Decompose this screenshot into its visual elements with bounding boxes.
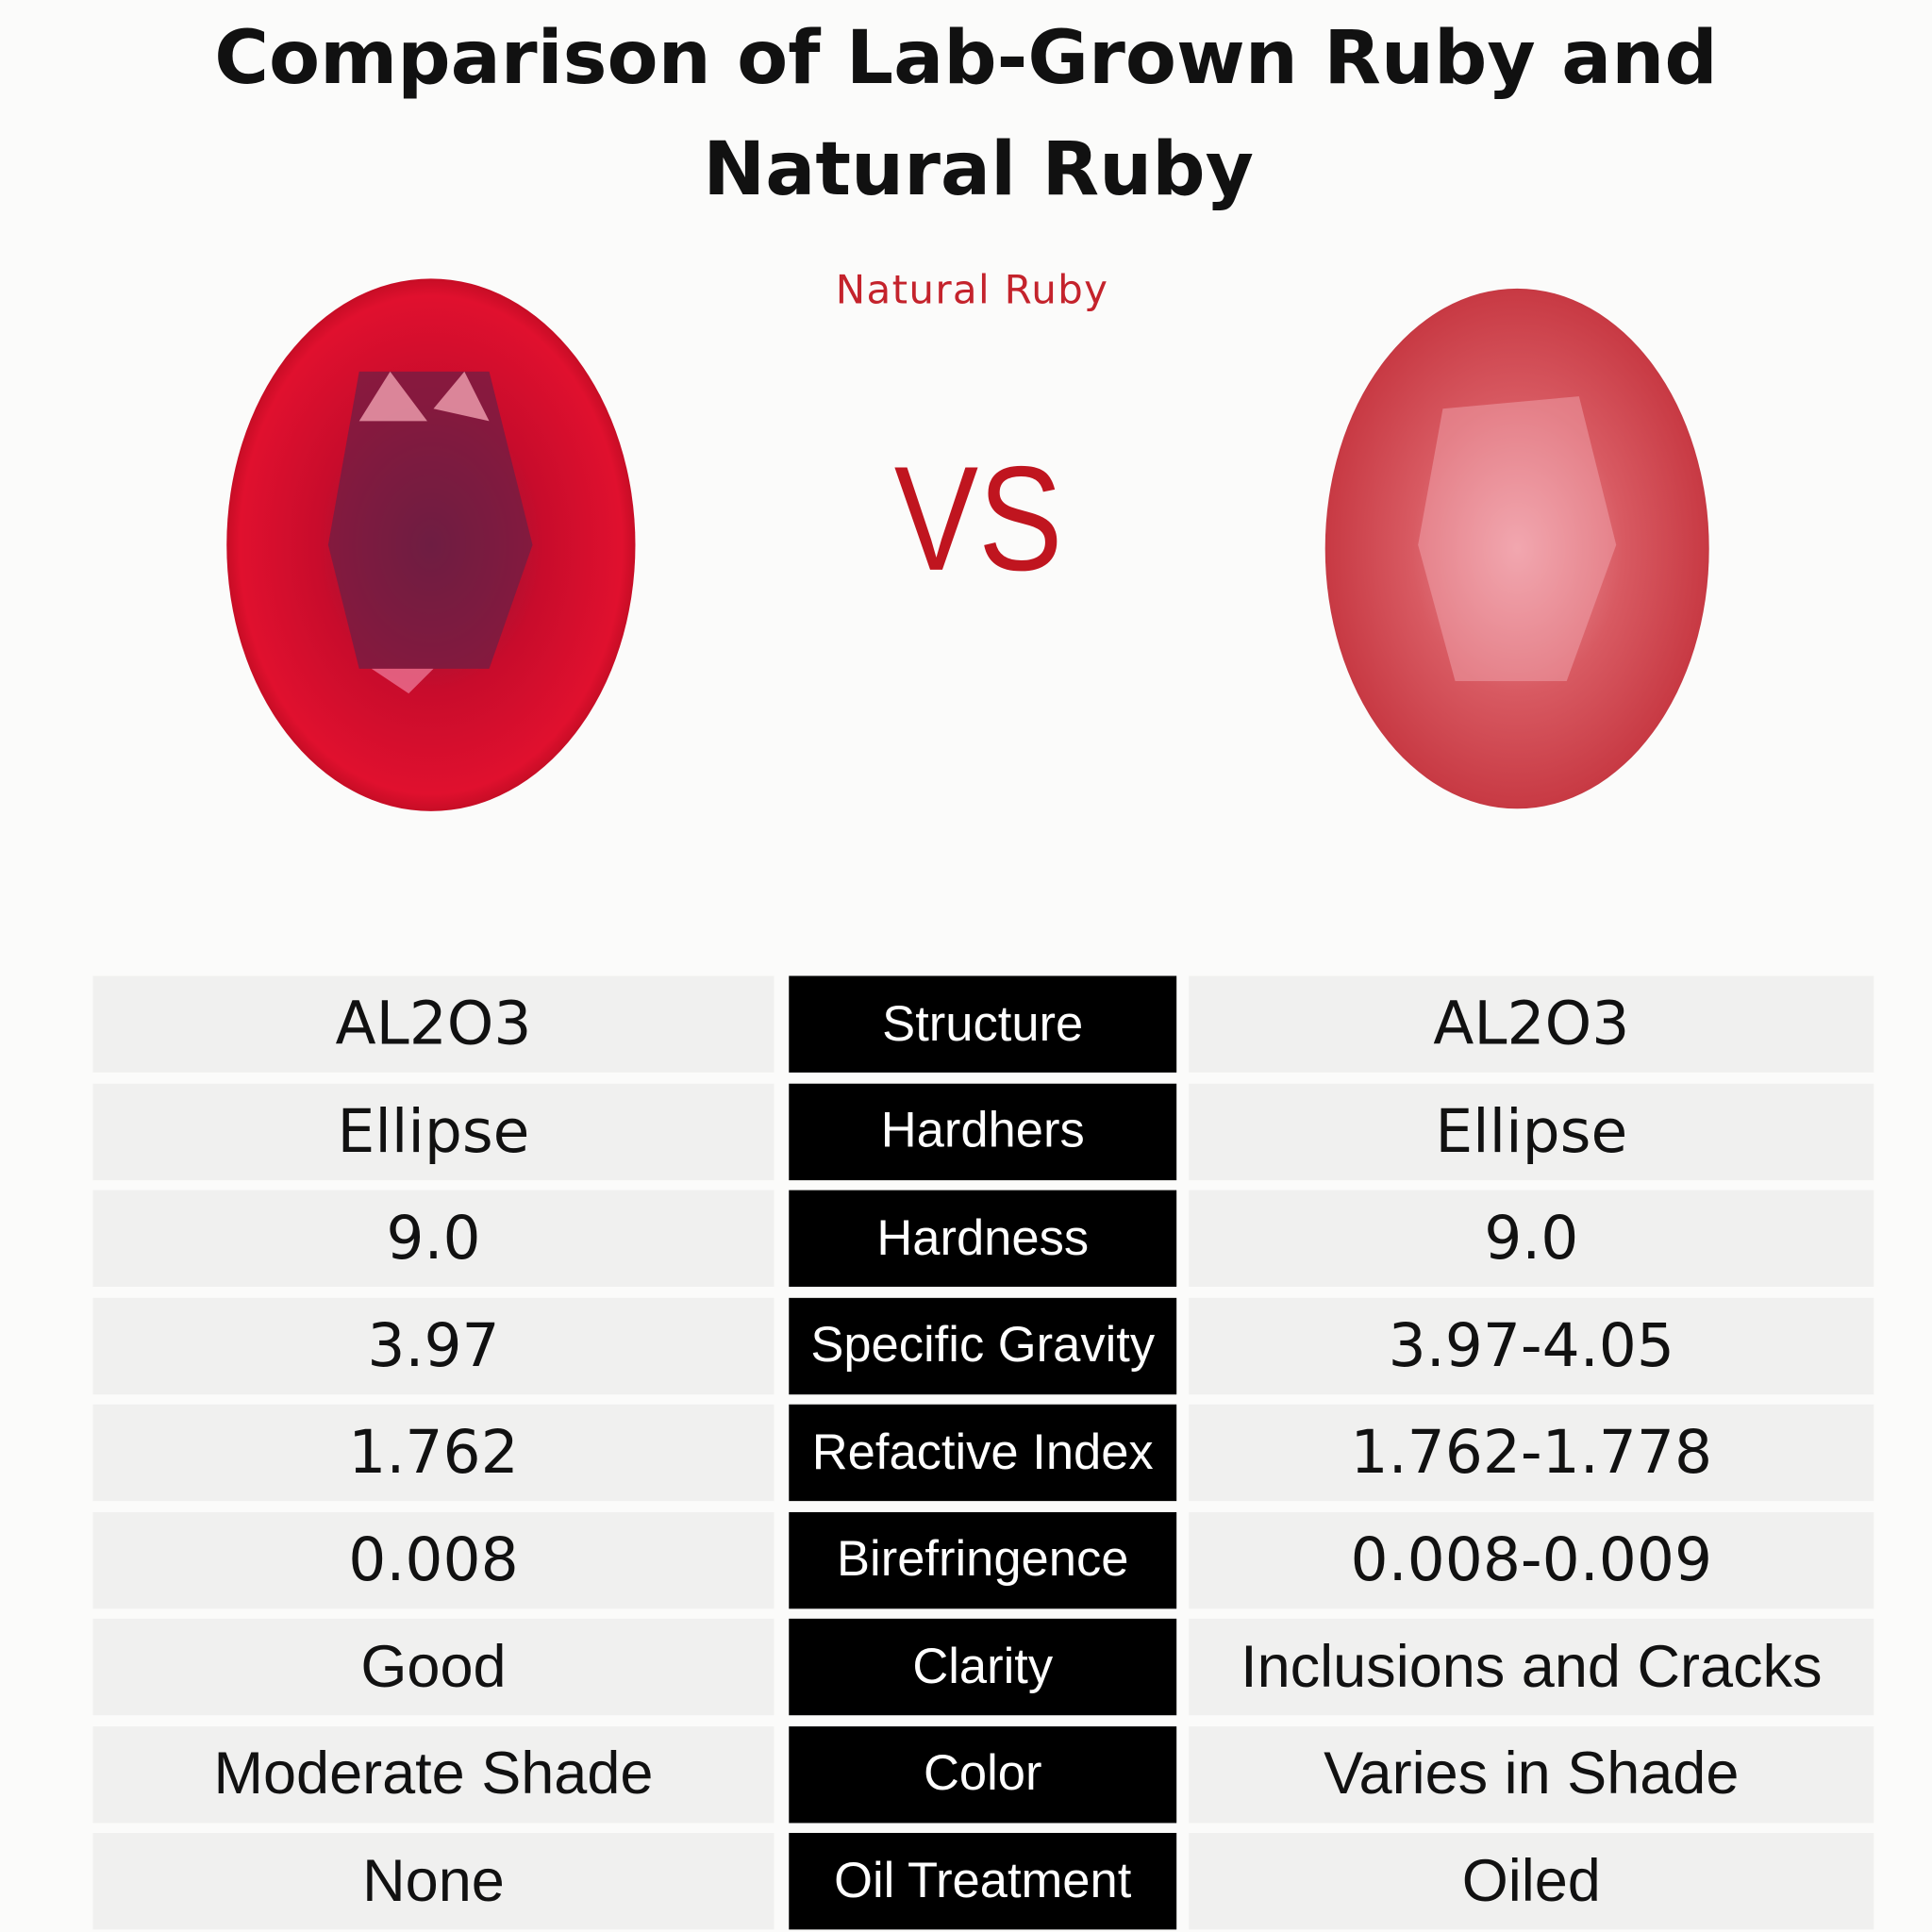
property-label: Hardness <box>789 1190 1177 1288</box>
property-label: Oil Treatment <box>789 1832 1177 1930</box>
property-label: Hardhers <box>789 1083 1177 1180</box>
lab-grown-value: Ellipse <box>92 1083 774 1180</box>
lab-grown-value: 9.0 <box>92 1190 774 1288</box>
lab-grown-ruby-image <box>226 278 636 811</box>
natural-value: 3.97-4.05 <box>1189 1297 1874 1394</box>
natural-value: AL2O3 <box>1189 975 1874 1073</box>
property-label: Color <box>789 1725 1177 1823</box>
vs-label: VS <box>893 436 1063 603</box>
natural-ruby-image <box>1324 288 1709 809</box>
table-row: AL2O3 Structure AL2O3 <box>92 975 1874 1073</box>
property-label: Clarity <box>789 1618 1177 1716</box>
property-label: Structure <box>789 975 1177 1073</box>
title-line-1: Comparison of Lab-Grown Ruby and <box>214 14 1718 102</box>
table-row: 3.97 Specific Gravity 3.97-4.05 <box>92 1297 1874 1394</box>
table-row: Good Clarity Inclusions and Cracks <box>92 1618 1874 1716</box>
table-row: None Oil Treatment Oiled <box>92 1832 1874 1930</box>
natural-value: Varies in Shade <box>1189 1725 1874 1823</box>
lab-grown-value: AL2O3 <box>92 975 774 1073</box>
lab-grown-value: 3.97 <box>92 1297 774 1394</box>
table-row: 0.008 Birefringence 0.008-0.009 <box>92 1511 1874 1608</box>
lab-grown-value: Good <box>92 1618 774 1716</box>
natural-value: Oiled <box>1189 1832 1874 1930</box>
table-row: Moderate Shade Color Varies in Shade <box>92 1725 1874 1823</box>
natural-value: 9.0 <box>1189 1190 1874 1288</box>
lab-grown-value: 0.008 <box>92 1511 774 1608</box>
natural-value: Inclusions and Cracks <box>1189 1618 1874 1716</box>
property-label: Refactive Index <box>789 1404 1177 1502</box>
natural-value: Ellipse <box>1189 1083 1874 1180</box>
title-line-2: Natural Ruby <box>703 125 1254 213</box>
lab-grown-value: 1.762 <box>92 1404 774 1502</box>
table-row: 9.0 Hardness 9.0 <box>92 1190 1874 1288</box>
natural-value: 0.008-0.009 <box>1189 1511 1874 1608</box>
table-row: 1.762 Refactive Index 1.762-1.778 <box>92 1404 1874 1502</box>
subtitle: Natural Ruby <box>835 266 1109 314</box>
property-label: Specific Gravity <box>789 1297 1177 1394</box>
lab-grown-value: Moderate Shade <box>92 1725 774 1823</box>
natural-value: 1.762-1.778 <box>1189 1404 1874 1502</box>
table-row: Ellipse Hardhers Ellipse <box>92 1083 1874 1180</box>
property-label: Birefringence <box>789 1511 1177 1608</box>
lab-grown-value: None <box>92 1832 774 1930</box>
